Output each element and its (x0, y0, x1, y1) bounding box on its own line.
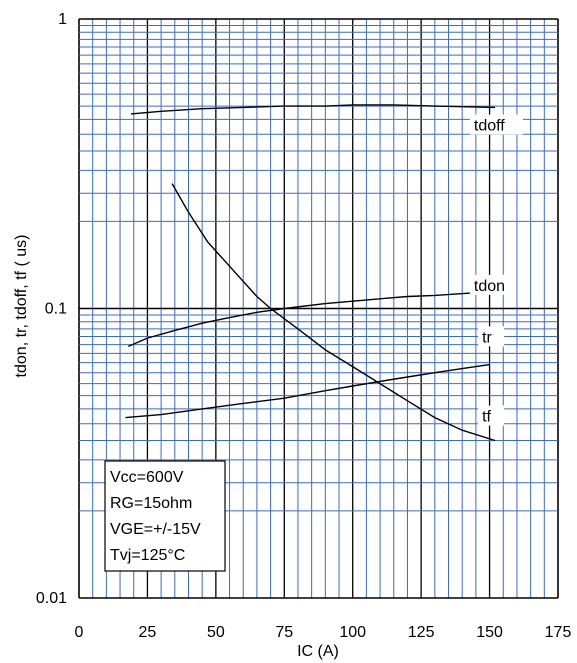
series-label-tdoff: tdoff (474, 118, 505, 135)
condition-vge: VGE=+/-15V (110, 521, 201, 538)
condition-vcc: Vcc=600V (110, 469, 184, 486)
x-tick-label: 0 (75, 624, 84, 641)
y-tick-label: 1 (58, 11, 67, 28)
x-tick-label: 75 (275, 624, 293, 641)
grid (78, 18, 559, 599)
x-axis-title: IC (A) (297, 643, 339, 660)
x-tick-label: 50 (207, 624, 225, 641)
series-label-bg-tdoff (469, 114, 523, 135)
condition-rg: RG=15ohm (110, 495, 192, 512)
conditions-box-border (104, 460, 226, 572)
series-line-tr (125, 363, 490, 419)
series-label-tr: tr (482, 329, 492, 346)
series-line-tdon (128, 292, 471, 348)
x-tick-label: 125 (408, 624, 435, 641)
y-tick-label: 0.01 (36, 590, 67, 607)
x-tick-label: 150 (476, 624, 503, 641)
y-axis-title: tdon, tr, tdoff, tf ( us) (13, 235, 30, 378)
series-label-tdon: tdon (474, 278, 505, 295)
condition-tvj: Tvj=125°C (110, 547, 185, 564)
y-tick-label: 0.1 (45, 301, 67, 318)
series-labels: tdoff tdon tr tf (469, 114, 523, 426)
series-label-bg-tdon (469, 274, 514, 295)
tick-labels: 0 25 50 75 100 125 150 175 0.01 0.1 1 (36, 11, 572, 641)
conditions-legend: Vcc=600V RG=15ohm VGE=+/-15V Tvj=125°C (104, 460, 226, 572)
x-tick-label: 25 (139, 624, 157, 641)
series-line-tdoff (130, 104, 496, 115)
series-label-tf: tf (482, 409, 491, 426)
series-line-tf (171, 183, 496, 442)
x-tick-label: 100 (339, 624, 366, 641)
series-label-bg-tr (478, 326, 505, 347)
series-lines (125, 104, 496, 442)
series-label-bg-tf (478, 405, 505, 426)
x-tick-label: 175 (545, 624, 572, 641)
